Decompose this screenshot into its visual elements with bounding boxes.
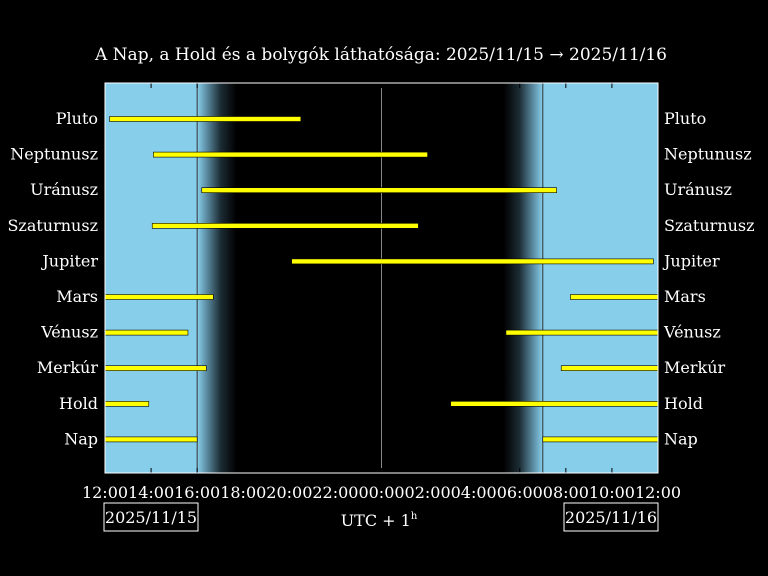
tick-label-3: 18:00	[220, 483, 266, 502]
tick-label-9: 06:00	[497, 483, 543, 502]
label-left-venusz: Vénusz	[40, 323, 98, 342]
label-right-merkur: Merkúr	[664, 358, 726, 377]
bar-neptunusz-1	[153, 151, 428, 158]
label-left-nap: Nap	[64, 429, 98, 448]
label-left-merkur: Merkúr	[37, 358, 99, 377]
plot-frame	[104, 82, 659, 474]
label-left-neptunusz: Neptunusz	[10, 145, 98, 164]
tick-label-6: 00:00	[358, 483, 404, 502]
x-tick-labels: 12:00 14:00 16:00 18:00 20:00 22:00 00:00 02:00…	[82, 483, 681, 502]
label-right-uranusz: Uránusz	[664, 180, 732, 199]
bar-venusz-2	[505, 329, 659, 336]
tick-label-4: 20:00	[266, 483, 312, 502]
label-right-hold: Hold	[664, 394, 703, 413]
body-labels-left: Pluto Neptunusz Uránusz Szaturnusz Jupiter Ma…	[7, 109, 98, 448]
day-region-left	[105, 83, 198, 473]
bar-pluto-1	[109, 116, 302, 122]
label-left-jupiter: Jupiter	[40, 251, 98, 270]
dawn-twilight	[503, 83, 543, 473]
label-right-szaturnusz: Szaturnusz	[664, 216, 755, 235]
tick-label-12: 12:00	[635, 483, 681, 502]
tick-label-7: 02:00	[405, 483, 451, 502]
tick-label-2: 16:00	[174, 483, 220, 502]
plot-area	[104, 82, 659, 474]
tick-label-8: 04:00	[451, 483, 497, 502]
end-date-label: 2025/11/16	[565, 508, 657, 527]
label-left-pluto: Pluto	[56, 109, 98, 128]
day-region-right	[542, 83, 658, 473]
label-right-nap: Nap	[664, 429, 698, 448]
label-right-pluto: Pluto	[664, 109, 706, 128]
tick-label-0: 12:00	[82, 483, 128, 502]
x-axis-label: UTC + 1h	[341, 511, 418, 530]
bar-mars-2	[570, 294, 659, 300]
start-date-label: 2025/11/15	[105, 508, 197, 527]
body-labels-right: Pluto Neptunusz Uránusz Szaturnusz Jupiter Ma…	[662, 109, 755, 448]
visibility-bars	[104, 116, 659, 443]
chart-title: A Nap, a Hold és a bolygók láthatósága: …	[94, 45, 667, 65]
end-date-box	[563, 502, 659, 532]
dusk-twilight	[197, 83, 237, 473]
bar-mars-1	[104, 294, 214, 300]
label-right-neptunusz: Neptunusz	[664, 145, 752, 164]
tick-label-11: 10:00	[589, 483, 635, 502]
bar-nap-2	[542, 436, 659, 443]
bar-nap-1	[104, 436, 198, 443]
bar-merkur-1	[104, 365, 207, 372]
label-left-uranusz: Uránusz	[30, 180, 98, 199]
start-date-box	[103, 502, 199, 532]
tick-label-10: 08:00	[543, 483, 589, 502]
label-left-mars: Mars	[56, 287, 98, 306]
label-left-szaturnusz: Szaturnusz	[7, 216, 98, 235]
tick-label-1: 14:00	[128, 483, 174, 502]
label-right-venusz: Vénusz	[663, 323, 721, 342]
bar-hold-1	[104, 400, 150, 407]
label-left-hold: Hold	[59, 394, 98, 413]
bar-uranusz-1	[201, 187, 557, 193]
bar-hold-2	[450, 400, 659, 407]
x-axis-label-superscript: h	[411, 511, 418, 522]
bar-merkur-2	[560, 365, 659, 372]
tick-label-5: 22:00	[312, 483, 358, 502]
bar-venusz-1	[104, 329, 189, 336]
bar-szaturnusz-1	[151, 223, 419, 229]
bar-jupiter-1	[291, 258, 654, 265]
label-right-mars: Mars	[664, 287, 706, 306]
label-right-jupiter: Jupiter	[662, 251, 720, 270]
